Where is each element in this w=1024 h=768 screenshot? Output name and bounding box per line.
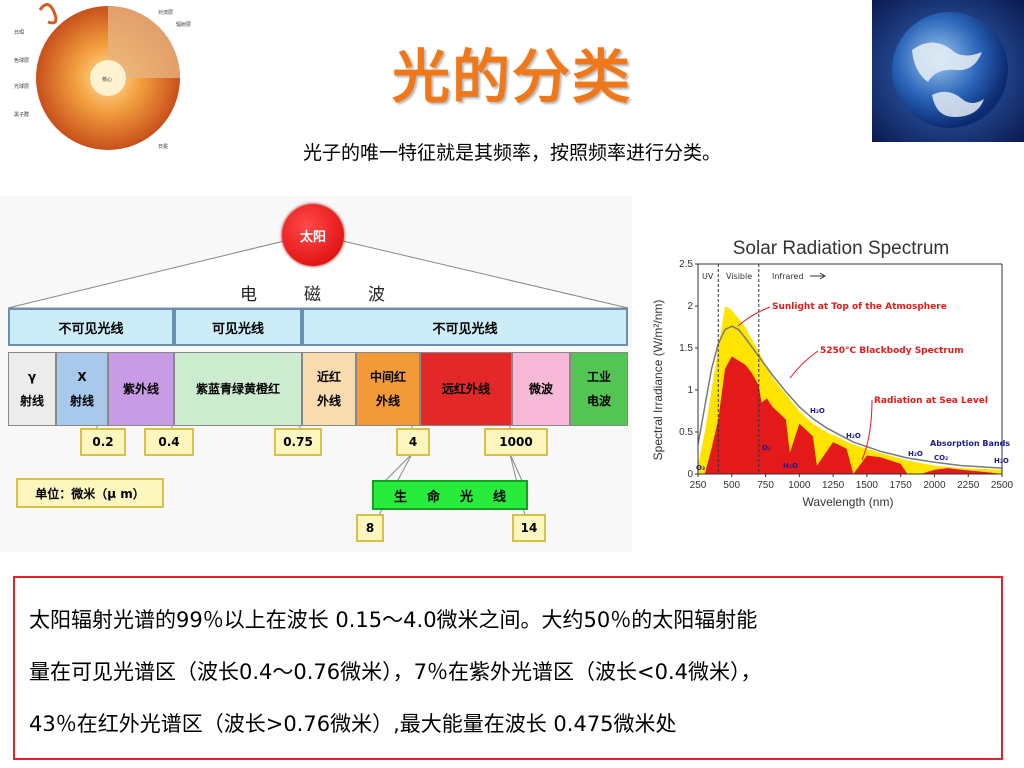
earth-illustration: [872, 0, 1024, 142]
x-tick-label: 2000: [923, 480, 946, 491]
y-tick-label: 0.5: [679, 427, 693, 438]
y-tick-label: 2: [687, 301, 693, 312]
note-line-2: 量在可见光谱区（波长0.4～0.76微米），7％在紫外光谱区（波长<0.4微米）…: [29, 660, 762, 684]
sun-label-chromosphere: 色球层: [14, 57, 29, 64]
x-tick-label: 1250: [822, 480, 845, 491]
prominence-icon: [38, 3, 58, 25]
sub-band-mid-ir: 中间红 外线: [356, 352, 420, 426]
wave-label-2: 磁: [304, 285, 321, 305]
sun-circle: 太阳: [282, 204, 344, 266]
infrared-arrow-icon: [810, 272, 826, 280]
sun-label-corona: 日冕: [158, 144, 168, 150]
sun-label-core: 核心: [102, 76, 112, 83]
chart-axes: 250 500 750 1000 1250 1500 1750 2000 2250 2500 0 0.…: [679, 259, 1013, 491]
wave-label-1: 电: [240, 285, 257, 305]
x-tick-label: 1750: [890, 480, 913, 491]
annotation-sea-pointer: [861, 399, 873, 461]
sun-label-convective: 对流层: [158, 9, 173, 16]
region-infrared-label: Infrared: [772, 272, 804, 281]
earth-globe: [892, 12, 1008, 128]
annotation-sea-level: Radiation at Sea Level: [874, 396, 988, 406]
x-tick-label: 500: [723, 480, 740, 491]
annotation-absorption: Absorption Bands: [930, 439, 1010, 448]
molecule-o2: O₂: [762, 444, 771, 452]
annotation-blackbody: 5250°C Blackbody Spectrum: [820, 346, 964, 356]
solar-spectrum-chart: Solar Radiation Spectrum Spectral Irradi…: [651, 238, 1014, 509]
sun-label-prominence: 日珥: [14, 30, 24, 36]
series-sea-level-area: [704, 356, 1002, 474]
series-blackbody-line: [697, 325, 1003, 469]
band-invisible-left: 不可见光线: [8, 308, 174, 346]
molecule-o3: O₃: [696, 464, 705, 472]
x-tick-label: 2500: [991, 480, 1014, 491]
y-tick-label: 1: [687, 385, 693, 396]
boundary-0-75: 0.75: [274, 428, 322, 456]
boundary-0-4: 0.4: [144, 428, 194, 456]
y-tick-label: 0: [687, 469, 693, 480]
wave-label-3: 波: [368, 285, 385, 305]
molecule-h2o-4: H₂O: [994, 457, 1009, 465]
molecule-h2o-2: H₂O: [846, 432, 861, 440]
x-tick-label: 2250: [957, 480, 980, 491]
em-spectrum-diagram: 太阳 电 磁 波 不可见光线 可见光线 不可见光线 γ 射线 X 射线 紫外线 紫蓝…: [0, 196, 632, 552]
top-band-row: 不可见光线 可见光线 不可见光线: [8, 308, 628, 346]
page-subtitle: 光子的唯一特征就是其频率，按照频率进行分类。: [302, 142, 721, 164]
life-ray-band: 生 命 光 线: [372, 480, 528, 510]
x-tick-label: 1000: [788, 480, 811, 491]
note-box: 太阳辐射光谱的99％以上在波长 0.15～4.0微米之间。大约50％的太阳辐射能…: [13, 576, 1003, 760]
boundary-4: 4: [396, 428, 430, 456]
annotation-top-atmosphere: Sunlight at Top of the Atmosphere: [772, 302, 947, 312]
sub-band-near-ir: 近红 外线: [302, 352, 356, 426]
y-tick-label: 1.5: [679, 343, 693, 354]
region-visible-label: Visible: [726, 272, 752, 281]
chart-plot-area: [697, 264, 1003, 474]
sub-band-xray: X 射线: [56, 352, 108, 426]
note-line-3: 43％在红外光谱区（波长>0.76微米）,最大能量在波长 0.475微米处: [29, 712, 677, 736]
molecule-co2: CO₂: [934, 454, 948, 462]
sub-band-radio: 工业 电波: [570, 352, 628, 426]
molecule-h2o-3: H₂O: [908, 450, 923, 458]
x-tick-label: 1500: [856, 480, 879, 491]
band-invisible-right: 不可见光线: [302, 308, 628, 346]
boundary-0-2: 0.2: [80, 428, 126, 456]
page-title: 光的分类: [391, 43, 632, 111]
sub-band-uv: 紫外线: [108, 352, 174, 426]
boundary-1000: 1000: [484, 428, 548, 456]
band-visible: 可见光线: [174, 308, 302, 346]
sun-structure-illustration: 核心 对流层 辐射层 日珥 色球层 光球层 黑子群 日冕: [14, 3, 191, 150]
chart-xlabel: Wavelength (nm): [803, 495, 894, 509]
sun-label-sunspots: 黑子群: [14, 111, 29, 118]
molecule-h2o-1: H₂O: [810, 407, 825, 415]
sun-core: [90, 60, 126, 96]
unit-label: 单位：微米（μ m）: [16, 478, 164, 508]
region-uv-label: UV: [702, 272, 714, 281]
annotation-top-pointer: [737, 306, 771, 327]
x-tick-label: 750: [757, 480, 774, 491]
y-tick-label: 2.5: [679, 259, 693, 270]
sun-label-photosphere: 光球层: [14, 83, 29, 90]
sub-band-gamma: γ 射线: [8, 352, 56, 426]
sub-band-visible-colors: 紫蓝青绿黄橙红: [174, 352, 302, 426]
note-line-1: 太阳辐射光谱的99％以上在波长 0.15～4.0微米之间。大约50％的太阳辐射能: [29, 608, 758, 632]
sub-band-microwave: 微波: [512, 352, 570, 426]
molecule-h2o-5: H₂O: [783, 462, 798, 470]
life-range-end: 14: [512, 514, 546, 542]
annotation-blackbody-pointer: [789, 350, 819, 379]
x-tick-label: 250: [690, 480, 707, 491]
chart-ylabel: Spectral Irradiance (W/m²/nm): [651, 300, 665, 461]
sun-label-radiative: 辐射层: [176, 21, 191, 28]
life-range-start: 8: [356, 514, 384, 542]
sub-band-far-ir: 远红外线: [420, 352, 512, 426]
chart-title: Solar Radiation Spectrum: [733, 238, 950, 259]
